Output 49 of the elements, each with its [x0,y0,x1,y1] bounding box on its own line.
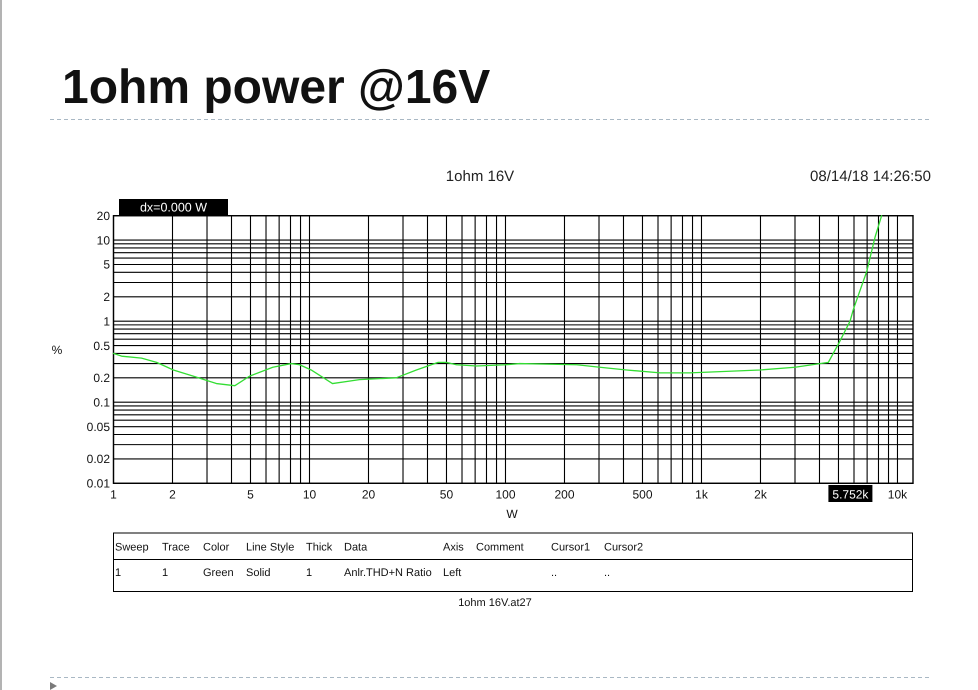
x-tick-label: 2 [169,488,176,502]
text: Line Style [246,542,294,554]
y-tick-label: 20 [96,208,110,223]
text: Cursor1 [551,542,590,554]
y-axis-title: % [52,343,63,357]
text: Left [443,567,462,579]
text: Solid [246,567,270,579]
text: Axis [443,542,464,554]
text: dx=0.000 W [140,200,208,214]
y-tick-label: 0.01 [86,476,110,490]
annotation: 5.752k [832,488,870,502]
chart-subtitle: 1ohm 16V [446,168,514,185]
text: 1 [306,567,312,579]
y-tick-label: 0.02 [86,452,110,466]
x-tick-label: 1k [695,488,709,502]
x-tick-label: 2k [754,488,768,502]
y-tick-label: 5 [103,258,110,272]
x-axis-title: W [506,507,518,521]
text: Comment [476,542,524,554]
y-tick-label: 0.05 [86,420,110,434]
y-tick-label: 10 [96,233,110,248]
x-tick-label: 500 [632,488,653,502]
x-tick-label: 20 [362,488,376,502]
y-tick-label: 0.2 [93,371,110,386]
chart-title: 1ohm power @16V [62,61,490,114]
text: 08/14/18 14:26:50 [810,168,931,185]
text: 1 [115,567,122,579]
text: 1 [162,567,168,579]
text: Trace [162,542,190,554]
text: .. [604,567,610,579]
text: Sweep [115,542,149,554]
text: Anlr.THD+N Ratio [344,567,432,579]
text: Cursor2 [604,542,644,554]
x-tick-label: 200 [554,488,575,502]
x-tick-label: 100 [495,488,516,502]
y-tick-label: 0.1 [93,395,110,410]
text: .. [551,567,558,579]
text: Green [203,567,234,579]
y-tick-label: 2 [103,290,110,304]
text: Thick [306,542,333,554]
text: Data [344,542,368,554]
text: Color [203,542,230,554]
x-tick-label: 50 [440,488,454,502]
text: 1ohm 16V.at27 [458,597,532,609]
x-tick-label: 5 [247,488,254,502]
y-tick-label: 1 [103,314,110,328]
y-tick-label: 0.5 [93,338,110,353]
x-tick-label: 10 [302,488,316,502]
x-tick-label: 10k [888,488,908,502]
